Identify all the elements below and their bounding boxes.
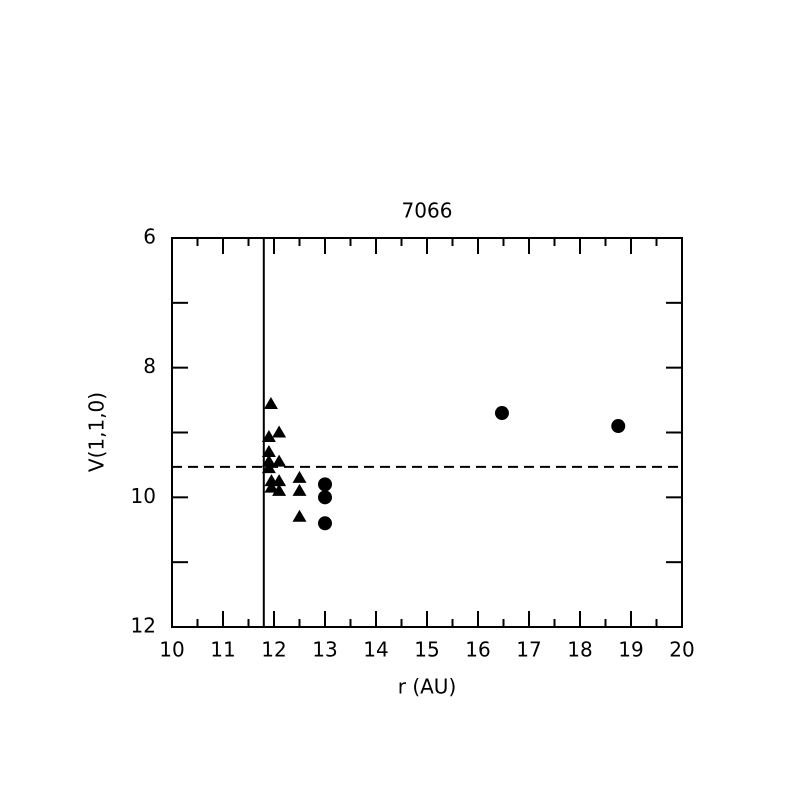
triangle-point: [292, 470, 307, 483]
triangle-point: [292, 509, 307, 522]
circle-point: [318, 490, 332, 505]
circle-point: [611, 419, 626, 434]
triangle-point: [272, 454, 287, 467]
y-axis-label: V(1,1,0): [85, 392, 109, 472]
triangle-point: [261, 430, 276, 443]
x-tick-label: 13: [312, 638, 337, 662]
x-axis-label: r (AU): [398, 675, 457, 699]
x-tick-label: 12: [261, 638, 286, 662]
chart-title: 7066: [402, 199, 453, 223]
x-tick-label: 10: [159, 638, 184, 662]
triangle-point: [272, 483, 287, 496]
x-tick-label: 15: [414, 638, 439, 662]
triangle-point: [292, 483, 307, 496]
y-tick-label: 10: [131, 484, 156, 508]
triangle-point: [261, 461, 276, 474]
y-tick-label: 8: [143, 354, 156, 378]
x-tick-label: 11: [210, 638, 235, 662]
x-tick-label: 18: [567, 638, 592, 662]
circle-point: [318, 516, 332, 531]
y-tick-label: 12: [131, 614, 156, 638]
x-tick-label: 14: [363, 638, 388, 662]
y-tick-label: 6: [143, 225, 156, 249]
triangle-point: [263, 396, 278, 409]
x-tick-label: 19: [618, 638, 643, 662]
triangle-point: [264, 480, 279, 493]
triangle-point: [272, 425, 287, 438]
triangle-point: [272, 474, 287, 487]
circle-point: [494, 406, 509, 421]
x-tick-label: 17: [516, 638, 541, 662]
circle-point: [318, 477, 332, 492]
x-tick-label: 20: [669, 638, 694, 662]
triangle-point: [261, 454, 276, 467]
triangle-point: [261, 444, 276, 457]
plot-frame: [171, 237, 683, 628]
x-tick-label: 16: [465, 638, 490, 662]
